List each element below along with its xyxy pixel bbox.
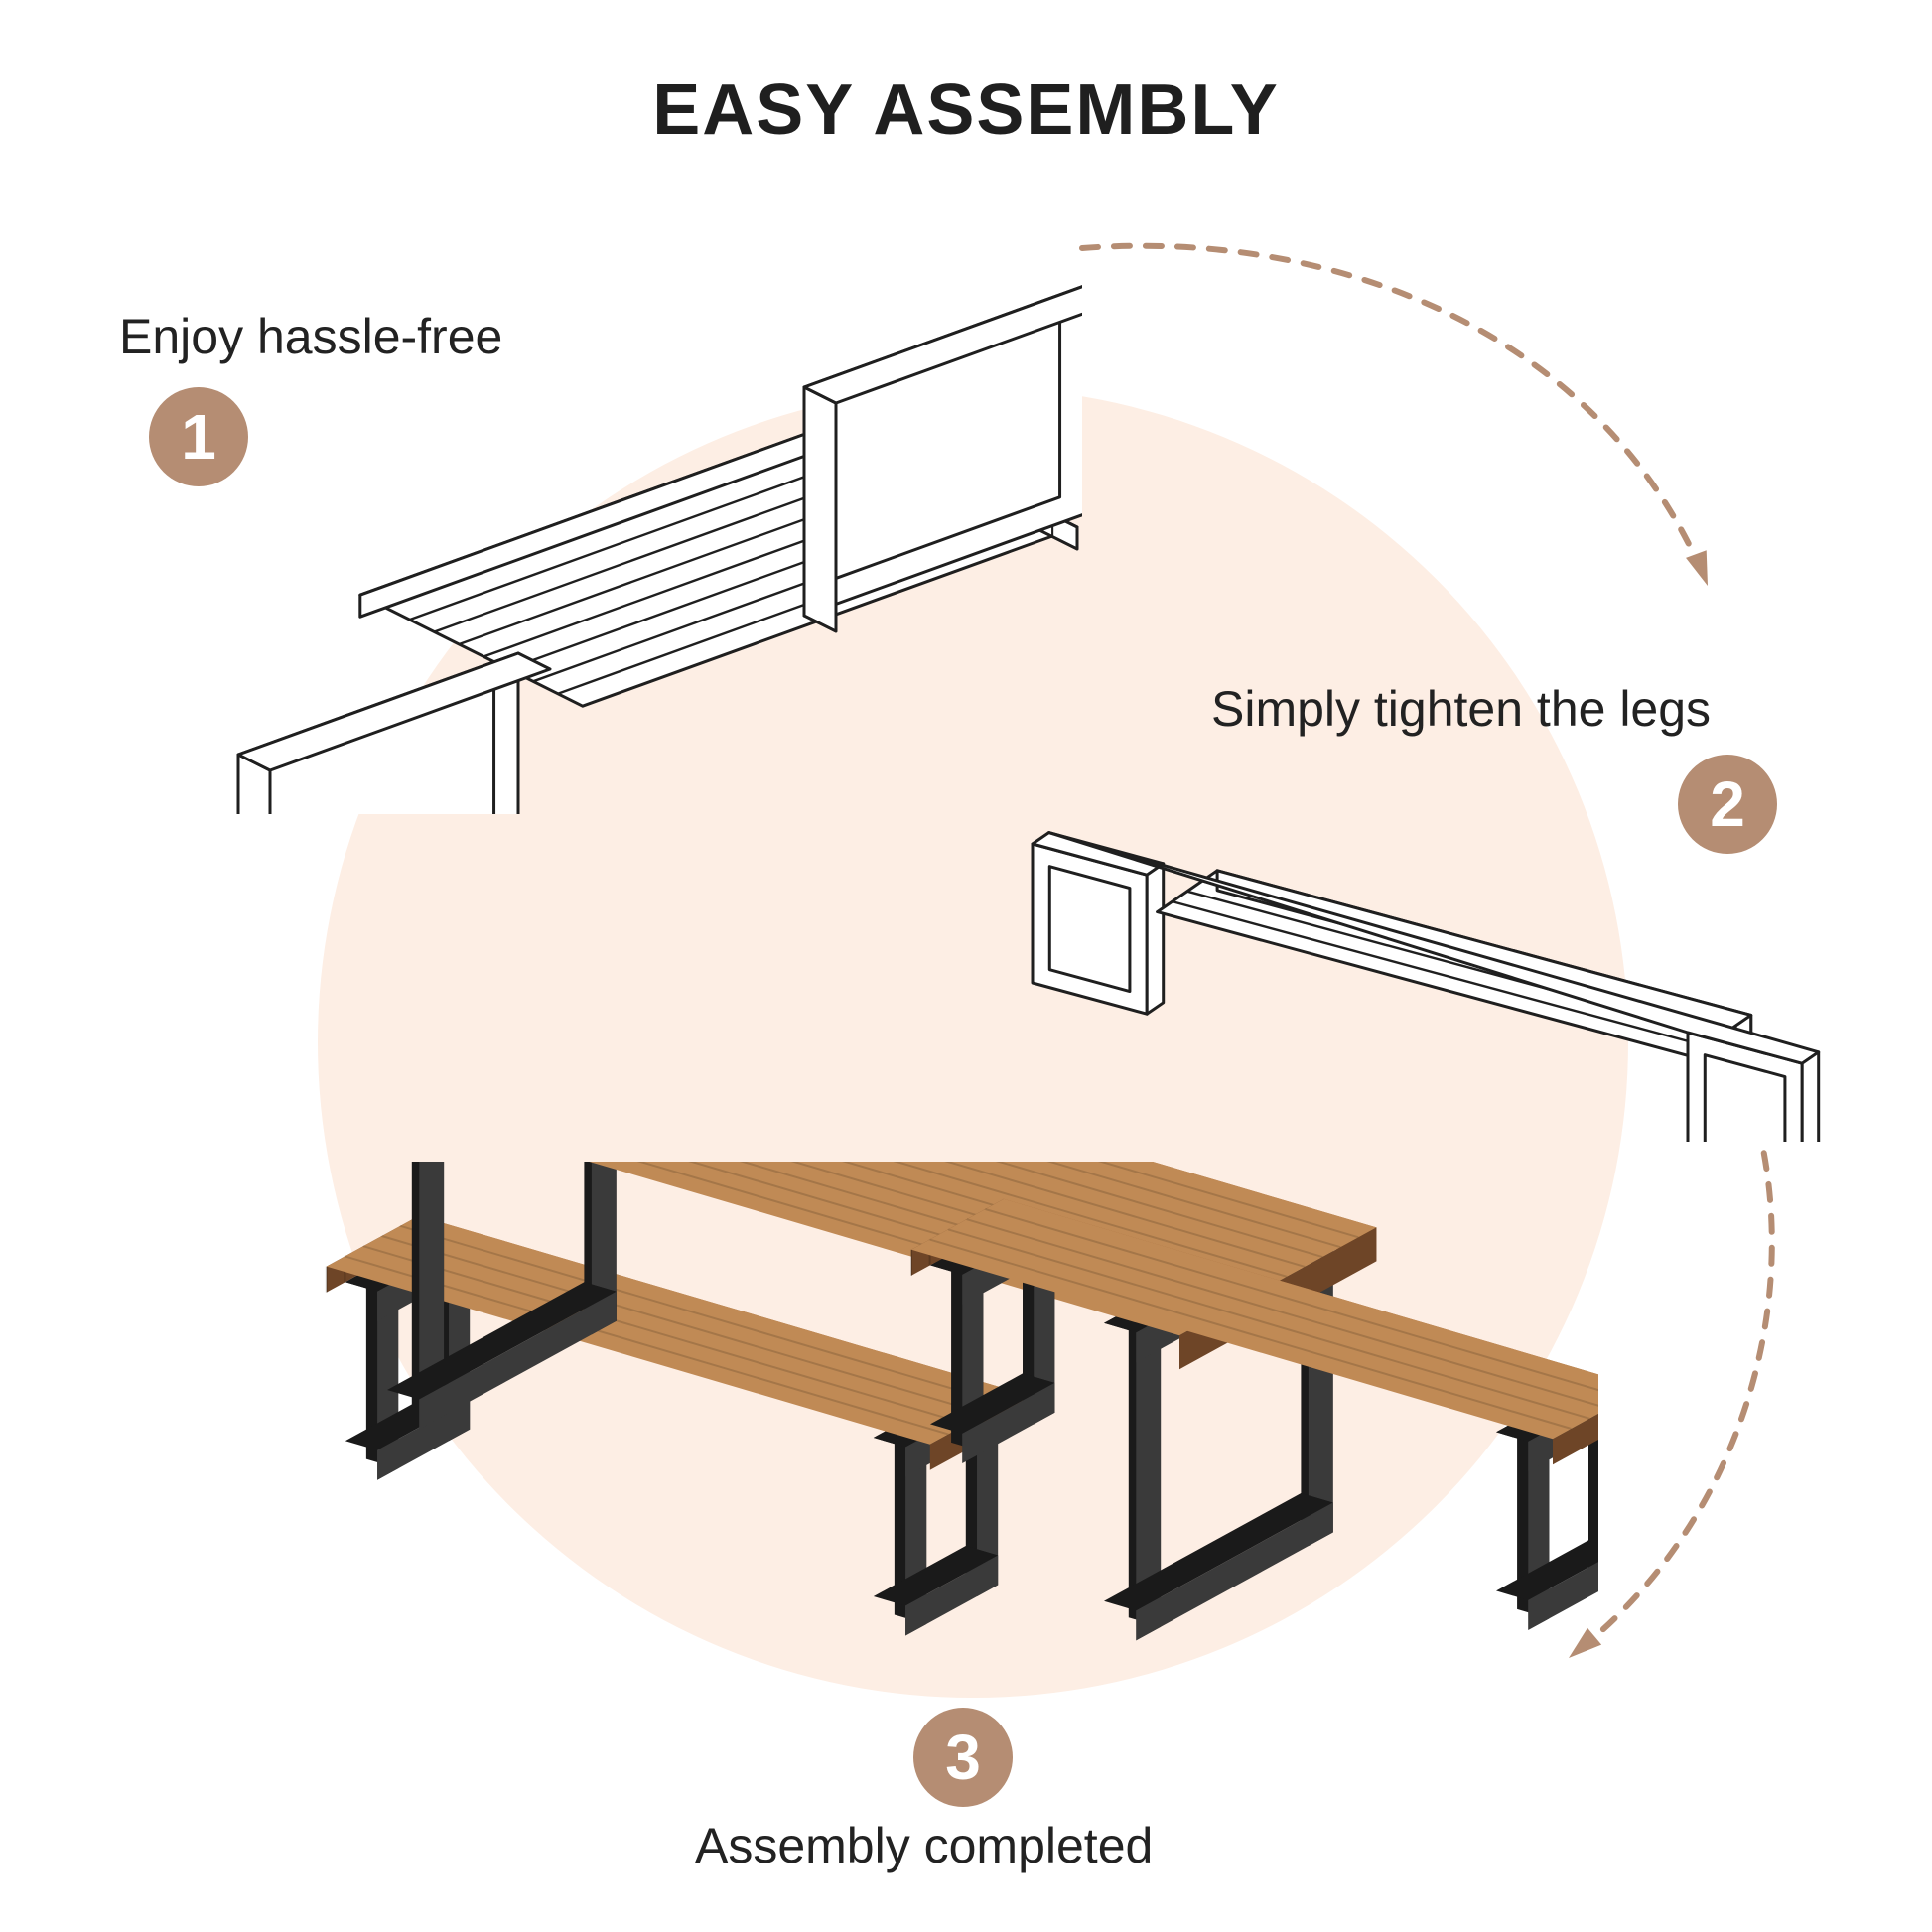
diagram-step1-table xyxy=(189,258,1082,814)
arrow-2-path xyxy=(1569,1122,1772,1658)
diagram-step2-bench xyxy=(983,745,1827,1142)
diagram-step3-product xyxy=(268,1162,1598,1777)
